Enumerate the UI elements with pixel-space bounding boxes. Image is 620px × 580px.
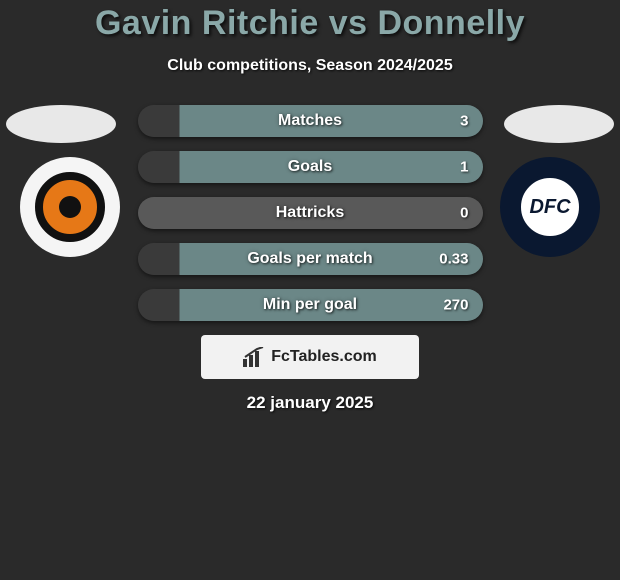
mid-section: DFC Matches 3 Goals 1 Hattricks 0 Goals per ma… (0, 105, 620, 321)
player-placeholder-right (504, 105, 614, 143)
club-crest-left-inner (59, 196, 81, 218)
stat-value-right: 0.33 (439, 251, 468, 268)
player-placeholder-left (6, 105, 116, 143)
page-title: Gavin Ritchie vs Donnelly (0, 4, 620, 43)
club-badge-left (20, 157, 120, 257)
stat-label: Min per goal (263, 296, 357, 314)
stat-row: Min per goal 270 (138, 289, 483, 321)
date-line: 22 january 2025 (0, 393, 620, 413)
stat-label: Hattricks (276, 204, 344, 222)
club-crest-right: DFC (517, 174, 583, 240)
subtitle: Club competitions, Season 2024/2025 (0, 57, 620, 75)
stat-value-right: 1 (460, 159, 468, 176)
stats-list: Matches 3 Goals 1 Hattricks 0 Goals per match 0… (138, 105, 483, 321)
branding-text: FcTables.com (271, 348, 377, 366)
stat-label: Goals (288, 158, 332, 176)
stat-label: Matches (278, 112, 342, 130)
branding-icon (243, 347, 265, 367)
club-crest-left (35, 172, 105, 242)
stat-row: Goals 1 (138, 151, 483, 183)
stat-row: Hattricks 0 (138, 197, 483, 229)
comparison-card: Gavin Ritchie vs Donnelly Club competiti… (0, 0, 620, 580)
stat-value-right: 270 (443, 297, 468, 314)
stat-value-right: 3 (460, 113, 468, 130)
stat-label: Goals per match (247, 250, 372, 268)
stat-value-right: 0 (460, 205, 468, 222)
stat-row: Matches 3 (138, 105, 483, 137)
stat-row: Goals per match 0.33 (138, 243, 483, 275)
club-badge-right: DFC (500, 157, 600, 257)
branding-badge: FcTables.com (201, 335, 419, 379)
